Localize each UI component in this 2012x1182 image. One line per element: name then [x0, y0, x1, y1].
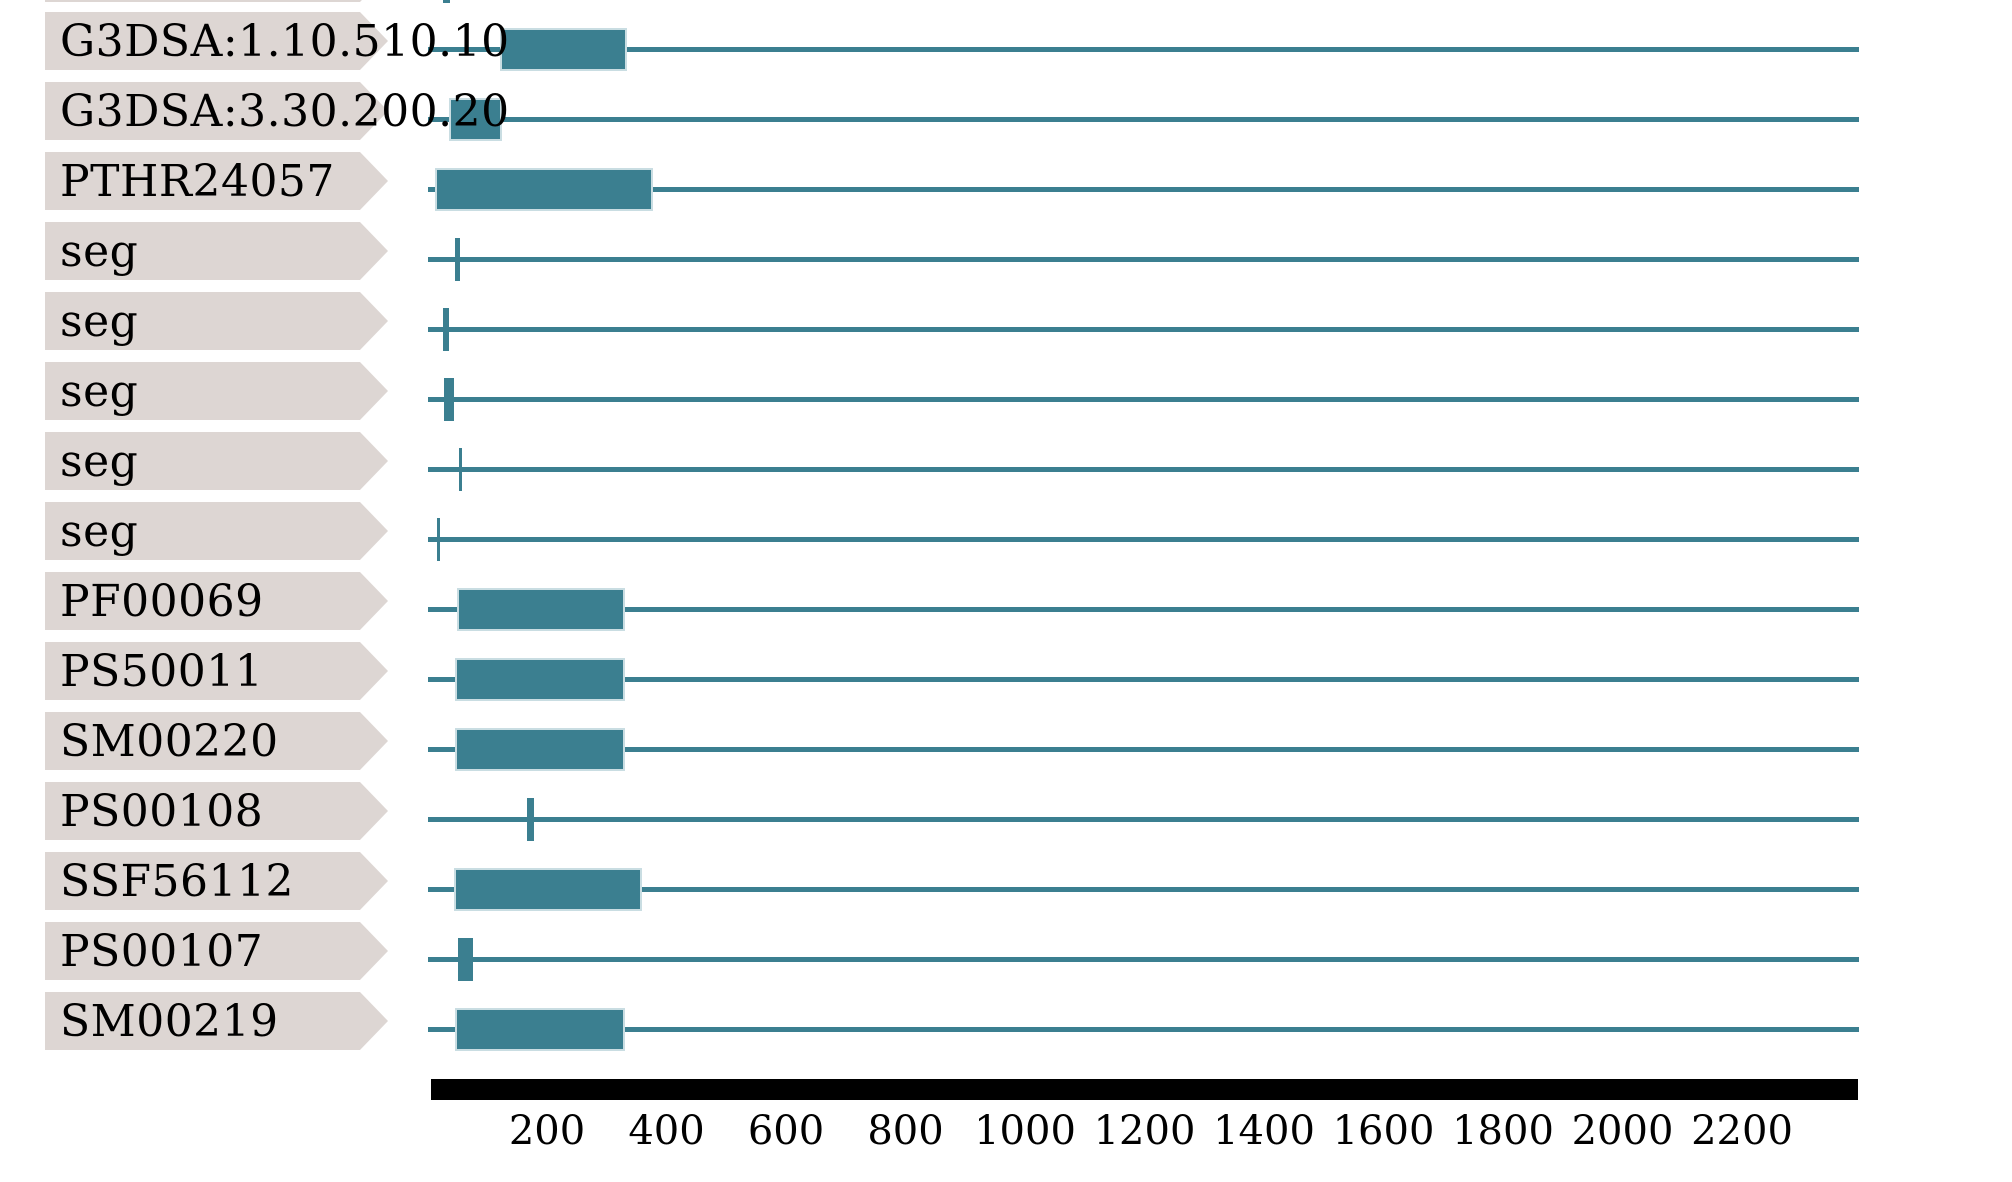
track-label-text: PTHR24057: [60, 155, 335, 207]
track-label[interactable]: [45, 992, 388, 1050]
feature-box[interactable]: [453, 867, 642, 911]
track-label-text: seg: [60, 505, 139, 557]
feature-tick[interactable]: [443, 307, 449, 351]
axis-tick-label: 2000: [1571, 1108, 1674, 1154]
track-label-text: seg: [60, 435, 139, 487]
sequence-line: [428, 46, 1860, 52]
track-label[interactable]: [45, 12, 388, 70]
sequence-line: [428, 186, 1860, 192]
track-label-text: seg: [60, 365, 139, 417]
feature-tick[interactable]: [457, 937, 473, 981]
axis-bar: [431, 1079, 1858, 1100]
axis-tick-label: 1800: [1452, 1108, 1554, 1154]
sequence-line: [428, 256, 1860, 262]
track-label[interactable]: [45, 712, 388, 770]
axis-tick-label: 400: [628, 1108, 705, 1154]
feature-box[interactable]: [454, 1007, 626, 1051]
track-label-text: SM00219: [60, 995, 279, 1047]
sequence-line: [428, 816, 1860, 822]
track-label[interactable]: [45, 362, 388, 420]
sequence-line: [428, 886, 1860, 892]
track-label[interactable]: [45, 782, 388, 840]
axis-tick-label: 800: [867, 1108, 944, 1154]
sequence-line: [428, 746, 1860, 752]
feature-tick[interactable]: [437, 517, 441, 561]
feature-tick[interactable]: [443, 0, 451, 3]
sequence-line: [428, 396, 1860, 402]
sequence-line: [428, 326, 1860, 332]
feature-tick[interactable]: [454, 237, 460, 281]
track-label[interactable]: [45, 852, 388, 910]
track-label[interactable]: [45, 222, 388, 280]
track-label-text: G3DSA:3.30.200.20: [60, 85, 510, 137]
feature-tick[interactable]: [444, 377, 454, 421]
feature-box[interactable]: [435, 167, 653, 211]
track-label[interactable]: [45, 432, 388, 490]
axis-tick-label: 200: [508, 1108, 586, 1154]
track-label[interactable]: [45, 642, 388, 700]
feature-box[interactable]: [449, 97, 503, 141]
track-label[interactable]: [45, 572, 388, 630]
track-label-text: PS00108: [60, 785, 264, 837]
track-label-text: G3DSA:1.10.510.10: [60, 15, 510, 67]
feature-box[interactable]: [456, 587, 626, 631]
sequence-line: [428, 536, 1860, 542]
feature-box[interactable]: [499, 27, 628, 71]
axis-tick-label: 2200: [1691, 1108, 1793, 1154]
track-label-text: seg: [60, 225, 139, 277]
feature-box[interactable]: [454, 727, 626, 771]
track-label-text: SM00220: [60, 715, 279, 767]
track-label-text: PF00069: [60, 575, 264, 627]
sequence-line: [428, 116, 1860, 122]
track-label-text: PS00107: [60, 925, 264, 977]
feature-tick[interactable]: [527, 797, 534, 841]
track-label[interactable]: [45, 922, 388, 980]
track-label-text: PS50011: [60, 645, 264, 697]
track-label-text: SSF56112: [60, 855, 295, 907]
feature-tick[interactable]: [459, 447, 463, 491]
axis-tick-label: 1400: [1213, 1108, 1315, 1154]
axis-tick-label: 600: [747, 1108, 825, 1154]
track-label[interactable]: [45, 82, 388, 140]
sequence-line: [428, 606, 1860, 612]
sequence-line: [428, 1026, 1860, 1032]
axis-tick-label: 1600: [1332, 1108, 1435, 1154]
track-label-text: seg: [60, 295, 139, 347]
axis-tick-label: 1000: [974, 1108, 1076, 1154]
sequence-line: [428, 466, 1860, 472]
track-label[interactable]: [45, 502, 388, 560]
track-label[interactable]: [45, 292, 388, 350]
sequence-line: [428, 676, 1860, 682]
track-label[interactable]: [45, 152, 388, 210]
feature-box[interactable]: [454, 657, 626, 701]
axis-tick-label: 1200: [1093, 1108, 1196, 1154]
sequence-line: [428, 956, 1860, 962]
track-label[interactable]: [45, 0, 388, 2]
